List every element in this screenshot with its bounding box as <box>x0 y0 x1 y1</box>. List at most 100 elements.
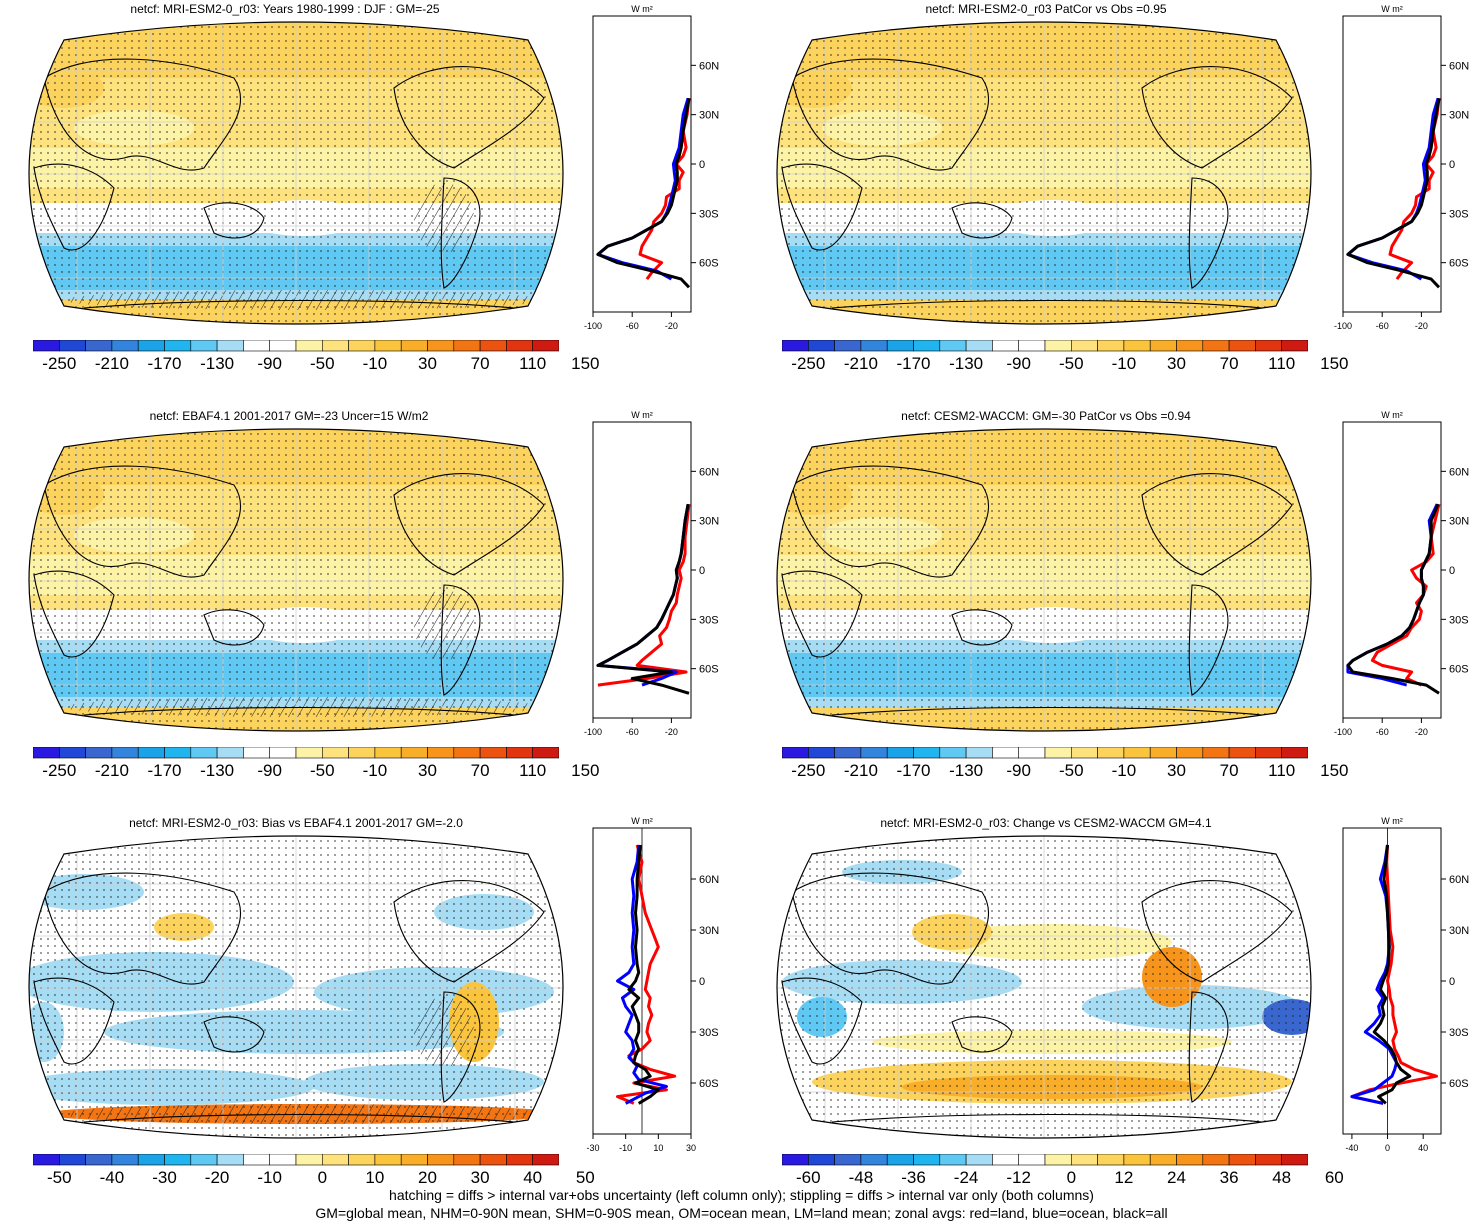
colorbar-tick-label: 150 <box>1320 354 1349 373</box>
zonal-unit: W m² <box>1381 410 1403 420</box>
coastline <box>951 1016 1013 1053</box>
y-tick-label: 60S <box>1449 664 1469 676</box>
zonal-black-line <box>596 97 691 289</box>
colorbar-tick-label: 36 <box>1219 1168 1239 1187</box>
colorbar <box>782 1154 1308 1166</box>
colorbar-swatch <box>348 1154 376 1166</box>
y-tick-label: 30N <box>699 516 719 528</box>
y-tick-label: 60N <box>699 874 719 886</box>
colorbar-swatch <box>1149 340 1177 352</box>
field-layer <box>29 836 563 1138</box>
colorbar-swatch <box>1018 340 1046 352</box>
coastline <box>781 977 863 1065</box>
y-tick-label: 60N <box>699 60 719 72</box>
coastline <box>831 706 1263 716</box>
colorbar-swatch <box>1018 1154 1046 1166</box>
colorbar-swatch <box>992 340 1019 352</box>
colorbar-swatch <box>1044 1154 1072 1166</box>
colorbar-tick-label: 110 <box>1268 354 1296 373</box>
colorbar-swatch <box>295 1154 323 1166</box>
colorbar-swatch <box>427 1154 455 1166</box>
map-border <box>776 428 1312 732</box>
colorbar-swatch <box>137 340 165 352</box>
coastline <box>440 177 481 289</box>
colorbar-swatch <box>321 747 349 759</box>
zonal-mean-plot: W m² -100 -60 -20 60N 30N 0 30S 60S <box>1334 410 1469 737</box>
map-border <box>776 835 1312 1139</box>
colorbar-tick-label: -50 <box>310 354 335 373</box>
y-tick-label: 60S <box>1449 258 1469 270</box>
coastline <box>33 977 115 1065</box>
colorbar-swatch <box>348 340 376 352</box>
y-tick-label: 60N <box>699 466 719 478</box>
zonal-red-line <box>1350 844 1438 1105</box>
colorbar <box>782 747 1308 759</box>
zonal-black-line <box>627 844 660 1105</box>
colorbar-swatch <box>164 747 192 759</box>
colorbar-swatch <box>1044 340 1072 352</box>
colorbar-swatch <box>860 747 888 759</box>
coastline <box>393 473 545 576</box>
colorbar-swatch <box>913 340 941 352</box>
colorbar-swatch <box>321 340 349 352</box>
colorbar-tick-label: -210 <box>94 354 129 373</box>
robinson-map <box>28 21 564 325</box>
colorbar-swatch <box>1255 340 1282 352</box>
colorbar-swatch <box>479 747 507 759</box>
colorbar-swatch <box>782 747 809 759</box>
colorbar-swatch <box>243 1154 270 1166</box>
field-layer <box>29 429 563 731</box>
colorbar-swatch <box>85 1154 113 1166</box>
colorbar-tick-label: 48 <box>1272 1168 1292 1187</box>
x-tick-label: -20 <box>1415 321 1428 331</box>
coastline <box>951 609 1013 646</box>
colorbar-swatch <box>939 340 967 352</box>
colorbar-swatch <box>1202 747 1230 759</box>
colorbar-tick-label: -90 <box>1006 761 1031 780</box>
coastline <box>1188 177 1229 289</box>
colorbar-swatch <box>834 1154 862 1166</box>
colorbar-tick-label: 150 <box>1320 761 1349 780</box>
coastline <box>203 1016 265 1053</box>
x-tick-label: -60 <box>626 321 639 331</box>
colorbar-swatch <box>164 1154 192 1166</box>
coastline <box>83 1113 515 1123</box>
colorbar-swatch <box>295 747 323 759</box>
colorbar-tick-label: -130 <box>200 761 235 780</box>
zonal-mean-plot: W m² -100 -60 -20 60N 30N 0 30S 60S <box>1334 4 1469 331</box>
x-tick-label: -100 <box>1334 321 1352 331</box>
y-tick-label: 30S <box>699 208 719 220</box>
colorbar-swatch <box>1255 1154 1282 1166</box>
colorbar-tick-label: -250 <box>791 761 826 780</box>
y-tick-label: 30S <box>699 1027 719 1039</box>
colorbar-tick-label: 10 <box>365 1168 385 1187</box>
colorbar-tick-label: 0 <box>1066 1168 1077 1187</box>
colorbar-swatch <box>269 340 297 352</box>
panel-title: netcf: MRI-ESM2-0_r03: Change vs CESM2-W… <box>880 816 1212 830</box>
colorbar-swatch <box>1176 747 1204 759</box>
zonal-unit: W m² <box>1381 816 1403 826</box>
colorbar-tick-label: 30 <box>470 1168 490 1187</box>
colorbar-swatch <box>58 1154 86 1166</box>
colorbar-swatch <box>137 1154 165 1166</box>
x-tick-label: -10 <box>619 1143 632 1153</box>
colorbar-swatch <box>1070 340 1098 352</box>
colorbar <box>33 747 559 759</box>
colorbar-swatch <box>965 340 993 352</box>
colorbar-swatch <box>58 340 86 352</box>
coastline <box>1141 880 1293 983</box>
robinson-map <box>776 835 1312 1139</box>
coastline <box>43 58 241 171</box>
zonal-red-line <box>597 504 691 687</box>
colorbar-swatch <box>216 1154 244 1166</box>
colorbar-swatch <box>1281 1154 1308 1166</box>
colorbar-tick-label: -50 <box>47 1168 72 1187</box>
colorbar-tick-label: -60 <box>796 1168 821 1187</box>
colorbar-swatch <box>1281 747 1308 759</box>
colorbar-swatch <box>85 340 113 352</box>
colorbar-swatch <box>243 340 270 352</box>
hatching <box>414 183 474 253</box>
colorbar-swatch <box>1176 340 1204 352</box>
zonal-mean-plot: W m² -100 -60 -20 60N 30N 0 30S 60S <box>584 410 719 737</box>
y-tick-label: 60S <box>699 1078 719 1090</box>
